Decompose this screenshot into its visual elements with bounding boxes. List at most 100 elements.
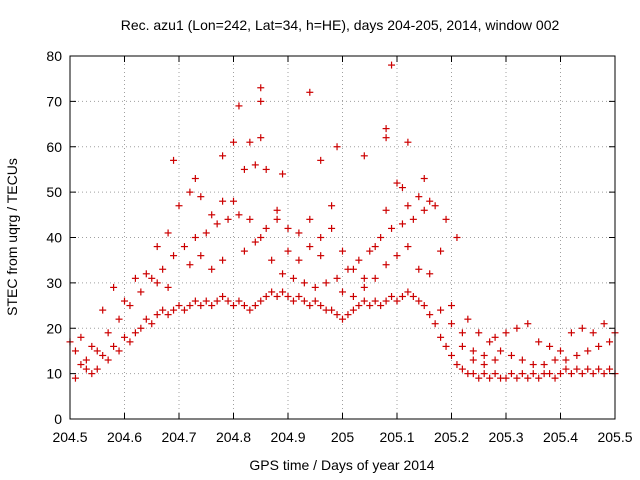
data-point [246, 138, 254, 146]
data-point [284, 224, 292, 232]
data-point [279, 288, 287, 296]
data-point [148, 320, 156, 328]
data-point [279, 170, 287, 178]
data-point [82, 365, 90, 373]
data-point [186, 188, 194, 196]
data-point [344, 311, 352, 319]
data-point [431, 202, 439, 210]
data-point [360, 152, 368, 160]
y-tick-label: 50 [46, 184, 62, 200]
data-point [535, 338, 543, 346]
data-point [142, 315, 150, 323]
data-point [121, 297, 128, 305]
data-point [606, 338, 614, 346]
data-point [71, 347, 79, 355]
data-point [551, 356, 559, 364]
data-point [393, 297, 401, 305]
data-point [606, 365, 614, 373]
x-tick-label: 205 [331, 429, 355, 445]
data-point [208, 211, 216, 219]
data-point [404, 138, 412, 146]
data-point [507, 351, 515, 359]
data-point [469, 356, 477, 364]
data-point [409, 292, 417, 300]
data-point [235, 297, 243, 305]
data-point [573, 351, 581, 359]
data-point [437, 247, 445, 255]
data-point [546, 370, 554, 378]
data-point [349, 292, 357, 300]
data-point [535, 374, 543, 382]
data-point [289, 274, 297, 282]
data-point [333, 311, 341, 319]
data-point [257, 234, 265, 241]
data-point [153, 243, 161, 251]
data-point [469, 347, 477, 355]
data-point [437, 306, 445, 314]
data-point [355, 302, 363, 310]
data-points-layer [66, 61, 619, 382]
data-point [153, 279, 161, 287]
data-point [349, 306, 357, 314]
data-point [121, 333, 128, 341]
data-point [371, 243, 379, 251]
data-point [126, 302, 134, 310]
y-tick-label: 30 [46, 275, 62, 291]
data-point [71, 374, 79, 382]
data-point [219, 256, 227, 264]
data-point [420, 302, 428, 310]
y-tick-label: 40 [46, 230, 62, 246]
data-point [371, 274, 379, 282]
data-point [567, 329, 575, 337]
data-point [131, 329, 139, 337]
data-point [322, 279, 330, 287]
data-point [480, 361, 488, 369]
grid-layer [70, 56, 615, 419]
data-point [382, 261, 390, 269]
data-point [306, 88, 314, 96]
x-tick-label: 205.2 [434, 429, 469, 445]
data-point [131, 274, 139, 282]
data-point [137, 288, 145, 296]
data-point [77, 361, 85, 369]
data-point [584, 365, 592, 373]
data-point [480, 370, 488, 378]
data-point [230, 302, 237, 310]
data-point [317, 234, 325, 241]
data-point [93, 347, 101, 355]
data-point [306, 215, 314, 223]
data-point [491, 370, 499, 378]
data-point [262, 165, 270, 173]
x-tick-label: 204.8 [216, 429, 251, 445]
data-point [464, 315, 472, 323]
data-point [159, 265, 167, 273]
data-point [393, 179, 401, 187]
data-point [164, 311, 172, 319]
y-axis-label: STEC from uqrg / TECUs [4, 158, 20, 316]
data-point [82, 356, 90, 364]
data-point [99, 351, 107, 359]
data-point [300, 297, 308, 305]
data-point [251, 302, 259, 310]
data-point [567, 370, 575, 378]
data-point [115, 315, 123, 323]
data-point [317, 302, 325, 310]
data-point [219, 292, 227, 300]
data-point [295, 256, 303, 264]
data-point [273, 215, 281, 223]
data-point [469, 370, 477, 378]
data-point [578, 324, 586, 332]
data-point [595, 365, 603, 373]
y-tick-label: 70 [46, 93, 62, 109]
data-point [486, 338, 494, 346]
data-point [480, 351, 488, 359]
data-point [513, 324, 521, 332]
data-point [257, 134, 265, 142]
data-point [186, 302, 194, 310]
data-point [197, 252, 205, 260]
y-tick-label: 10 [46, 366, 62, 382]
data-point [507, 370, 515, 378]
data-point [104, 356, 112, 364]
data-point [328, 224, 336, 232]
